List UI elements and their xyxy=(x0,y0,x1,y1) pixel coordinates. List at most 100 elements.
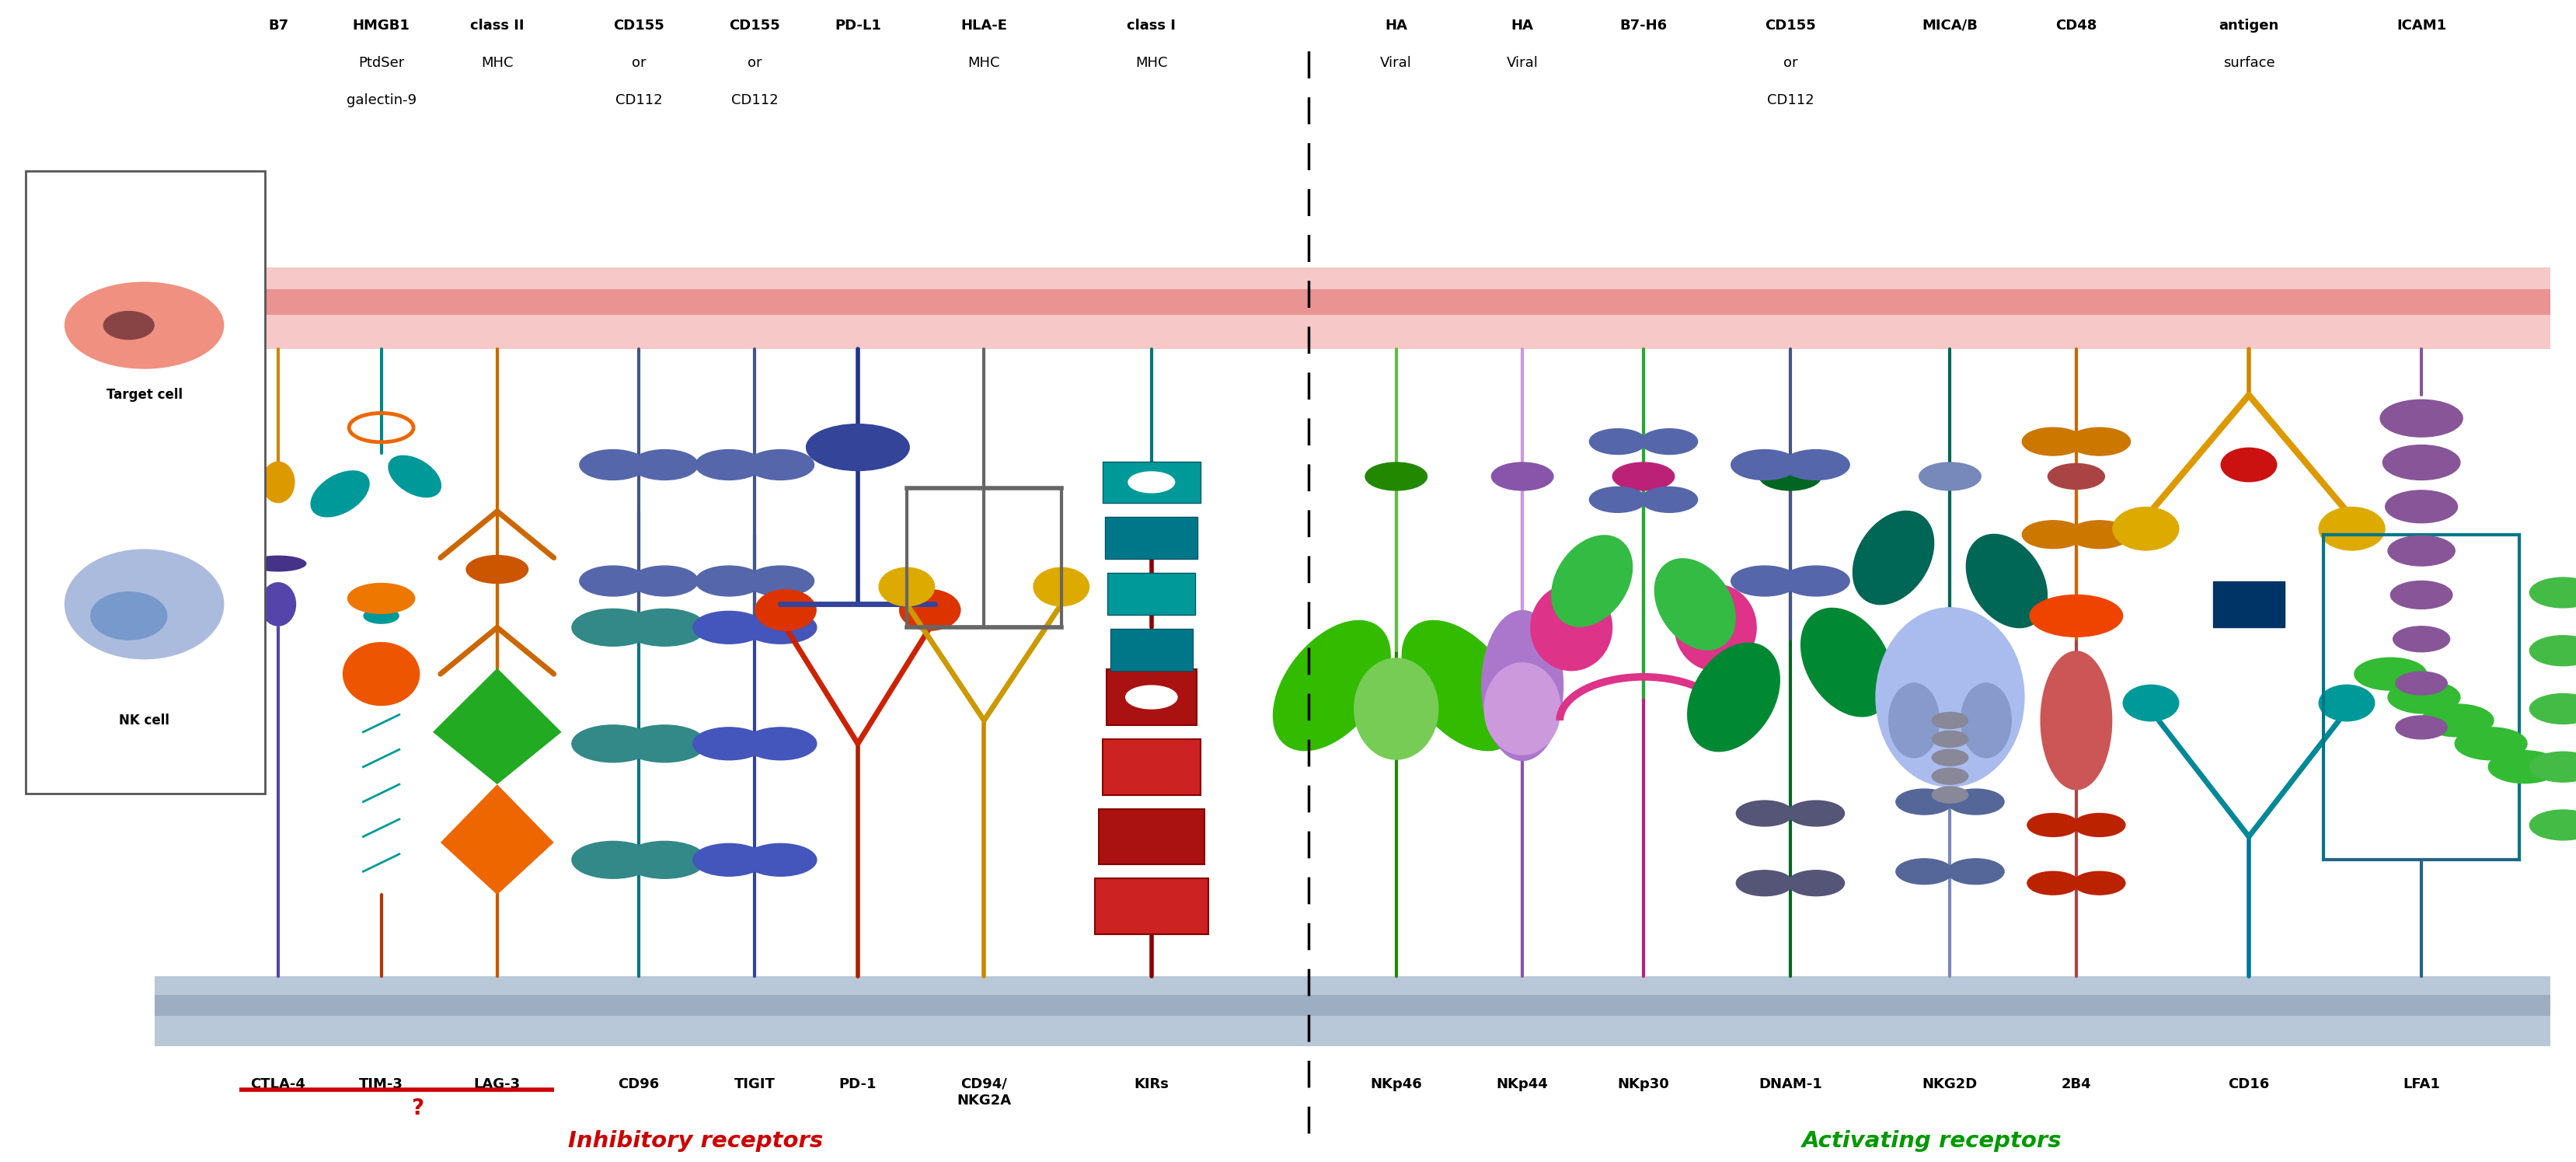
Ellipse shape xyxy=(64,282,224,370)
Text: CD155: CD155 xyxy=(729,19,781,33)
Circle shape xyxy=(693,727,765,760)
Text: MHC: MHC xyxy=(482,56,513,70)
Text: B7: B7 xyxy=(268,19,289,33)
Circle shape xyxy=(2383,445,2460,480)
Ellipse shape xyxy=(1033,567,1090,607)
Circle shape xyxy=(744,844,817,876)
Text: antigen: antigen xyxy=(2218,19,2280,33)
Ellipse shape xyxy=(260,582,296,626)
Circle shape xyxy=(1731,450,1798,480)
Circle shape xyxy=(1731,566,1798,596)
FancyBboxPatch shape xyxy=(1103,739,1200,795)
Circle shape xyxy=(2022,521,2084,548)
Circle shape xyxy=(696,450,762,480)
Circle shape xyxy=(1932,731,1968,747)
Text: PD-1: PD-1 xyxy=(840,1077,876,1091)
Circle shape xyxy=(1947,789,2004,815)
Circle shape xyxy=(572,725,654,762)
FancyBboxPatch shape xyxy=(1097,809,1203,865)
Text: NKp44: NKp44 xyxy=(1497,1077,1548,1091)
Text: CD112: CD112 xyxy=(732,93,778,107)
Circle shape xyxy=(806,424,909,471)
Circle shape xyxy=(1613,462,1674,490)
Circle shape xyxy=(1736,870,1793,896)
Ellipse shape xyxy=(1687,643,1780,752)
Ellipse shape xyxy=(2112,507,2179,551)
FancyBboxPatch shape xyxy=(155,289,2550,315)
Text: class II: class II xyxy=(471,19,523,33)
Circle shape xyxy=(2530,636,2576,666)
Text: B7-H6: B7-H6 xyxy=(1620,19,1667,33)
Circle shape xyxy=(2069,521,2130,548)
Ellipse shape xyxy=(90,591,167,640)
Ellipse shape xyxy=(64,550,224,660)
Circle shape xyxy=(572,841,654,878)
Text: Target cell: Target cell xyxy=(106,388,183,402)
Circle shape xyxy=(2530,752,2576,782)
Circle shape xyxy=(1641,487,1698,512)
Text: HMGB1: HMGB1 xyxy=(353,19,410,33)
Ellipse shape xyxy=(755,589,817,631)
FancyBboxPatch shape xyxy=(1095,878,1208,934)
Ellipse shape xyxy=(389,456,440,497)
Text: CD16: CD16 xyxy=(2228,1077,2269,1091)
Circle shape xyxy=(744,727,817,760)
Text: LFA1: LFA1 xyxy=(2403,1077,2439,1091)
Circle shape xyxy=(2530,578,2576,608)
Polygon shape xyxy=(433,668,562,784)
Circle shape xyxy=(580,450,647,480)
FancyBboxPatch shape xyxy=(155,976,2550,1046)
Circle shape xyxy=(2391,581,2452,609)
Ellipse shape xyxy=(363,608,399,624)
Circle shape xyxy=(2354,658,2427,690)
Text: TIM-3: TIM-3 xyxy=(358,1077,404,1091)
Ellipse shape xyxy=(1674,584,1757,672)
Ellipse shape xyxy=(1654,558,1736,651)
Ellipse shape xyxy=(1888,683,1940,758)
Circle shape xyxy=(1365,462,1427,490)
Circle shape xyxy=(693,844,765,876)
Text: TIGIT: TIGIT xyxy=(734,1077,775,1091)
FancyBboxPatch shape xyxy=(26,171,265,794)
Circle shape xyxy=(2388,536,2455,566)
Ellipse shape xyxy=(2221,447,2277,482)
Ellipse shape xyxy=(1355,658,1437,760)
Circle shape xyxy=(2074,872,2125,895)
Ellipse shape xyxy=(878,567,935,607)
Ellipse shape xyxy=(1801,608,1893,717)
Ellipse shape xyxy=(343,641,420,705)
FancyBboxPatch shape xyxy=(155,267,2550,349)
Circle shape xyxy=(2530,694,2576,724)
Circle shape xyxy=(1589,487,1646,512)
Circle shape xyxy=(1932,768,1968,784)
Ellipse shape xyxy=(1551,535,1633,627)
Circle shape xyxy=(1783,566,1850,596)
Circle shape xyxy=(348,583,415,614)
FancyBboxPatch shape xyxy=(2213,581,2285,627)
Ellipse shape xyxy=(1960,683,2012,758)
Circle shape xyxy=(572,609,654,646)
Circle shape xyxy=(1759,462,1821,490)
Circle shape xyxy=(2488,751,2561,783)
Text: NKp30: NKp30 xyxy=(1618,1077,1669,1091)
Text: CD112: CD112 xyxy=(1767,93,1814,107)
Circle shape xyxy=(2421,704,2494,737)
Circle shape xyxy=(1589,429,1646,454)
Text: Inhibitory receptors: Inhibitory receptors xyxy=(567,1131,824,1152)
Text: MHC: MHC xyxy=(1136,56,1167,70)
Circle shape xyxy=(1932,712,1968,729)
Circle shape xyxy=(2455,727,2527,760)
Circle shape xyxy=(623,841,706,878)
Text: CTLA-4: CTLA-4 xyxy=(250,1077,307,1091)
Ellipse shape xyxy=(250,555,307,572)
Circle shape xyxy=(1896,789,1953,815)
Ellipse shape xyxy=(103,311,155,340)
Text: ICAM1: ICAM1 xyxy=(2396,19,2447,33)
Ellipse shape xyxy=(1273,621,1391,751)
Circle shape xyxy=(466,555,528,583)
Circle shape xyxy=(1896,859,1953,884)
FancyBboxPatch shape xyxy=(1108,669,1195,725)
Circle shape xyxy=(2069,428,2130,456)
Circle shape xyxy=(623,609,706,646)
Ellipse shape xyxy=(1481,610,1564,761)
